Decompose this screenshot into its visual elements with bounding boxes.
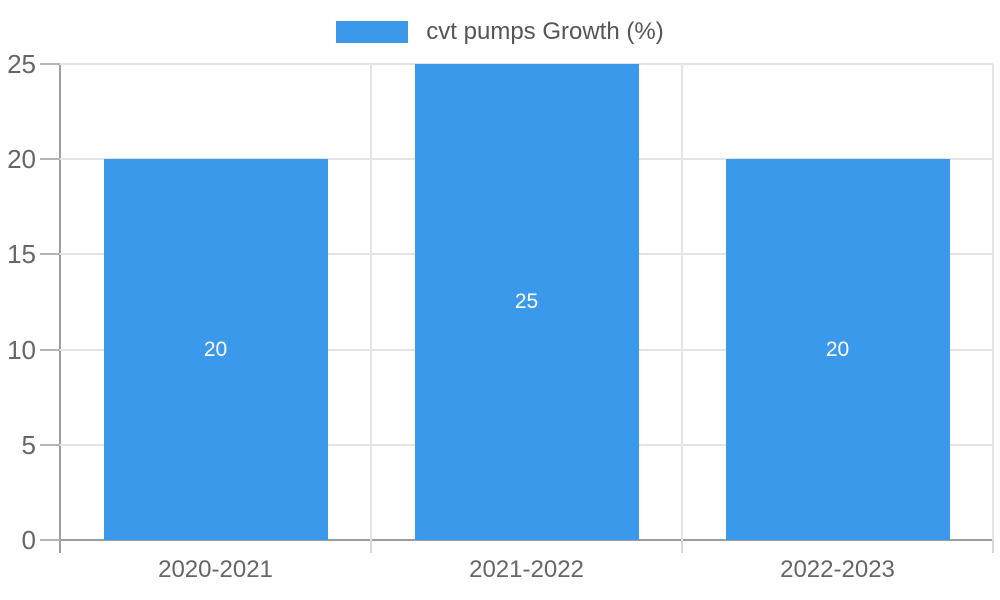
y-axis-line: [59, 64, 61, 553]
bar-value-label: 20: [203, 337, 228, 361]
x-tick: [370, 540, 372, 553]
bar-value-label: 25: [514, 290, 539, 313]
y-tick-label: 10: [7, 334, 36, 365]
y-tick: [40, 443, 60, 446]
y-tick-label: 25: [7, 49, 36, 79]
v-gridline: [370, 64, 372, 540]
y-tick-label: 15: [7, 239, 36, 270]
x-tick: [681, 540, 683, 553]
bar[interactable]: 20: [103, 159, 328, 540]
y-tick: [40, 63, 60, 65]
y-tick-label: 5: [21, 429, 36, 460]
x-tick-label: 2020-2021: [158, 556, 273, 583]
legend[interactable]: cvt pumps Growth (%): [0, 14, 1000, 50]
v-gridline: [992, 64, 994, 540]
y-tick-label: 20: [7, 144, 36, 175]
y-tick-label: 0: [21, 525, 36, 555]
x-tick-label: 2022-2023: [780, 556, 895, 583]
bar[interactable]: 20: [725, 159, 950, 540]
x-tick: [992, 540, 994, 553]
v-gridline: [681, 64, 683, 540]
x-tick-label: 2021-2022: [469, 556, 584, 583]
legend-label: cvt pumps Growth (%): [426, 18, 664, 45]
legend-swatch[interactable]: [336, 21, 409, 43]
bar[interactable]: 25: [414, 64, 639, 540]
x-axis-line: [40, 539, 993, 541]
bar-value-label: 20: [825, 337, 850, 361]
y-tick: [40, 348, 60, 351]
y-tick: [40, 539, 60, 541]
y-tick: [40, 253, 60, 256]
y-tick: [40, 158, 60, 161]
